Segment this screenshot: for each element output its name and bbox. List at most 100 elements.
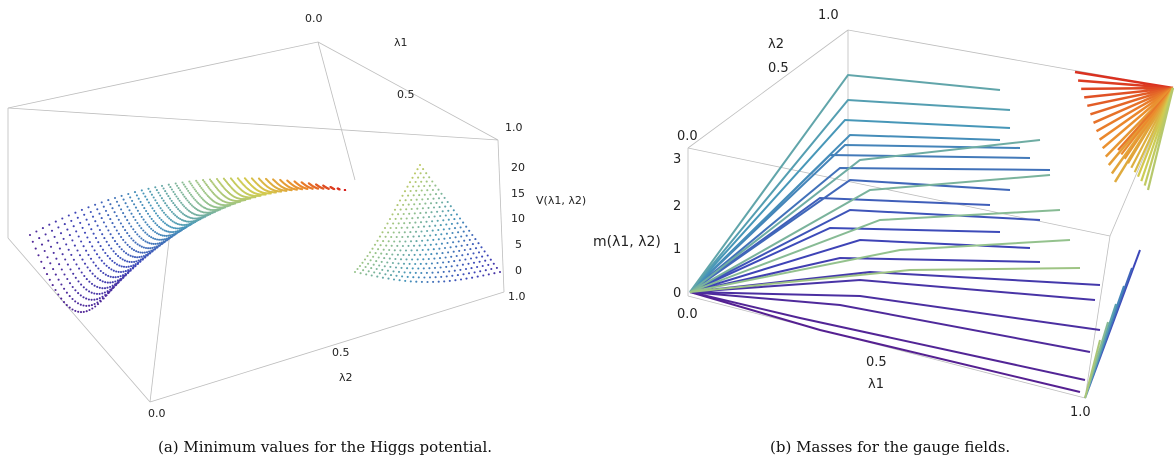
- a-surface-point-354: [128, 245, 131, 248]
- a-surface-point-174: [109, 281, 112, 284]
- a-surface-point-702: [204, 211, 207, 214]
- a-wedge-point-49: [373, 271, 376, 274]
- a-surface-point-326: [129, 254, 132, 257]
- a-surface-point-344: [107, 214, 110, 217]
- a-surface-point-33: [40, 243, 44, 246]
- a-wedge-point-181: [404, 249, 408, 252]
- a-surface-point-169: [96, 277, 99, 280]
- a-surface-point-778: [199, 185, 202, 188]
- a-wedge-point-124: [363, 258, 367, 261]
- b-corner-curve-4: [1087, 86, 1174, 108]
- a-wedge-point-96: [389, 265, 392, 268]
- a-wedge-point-177: [427, 248, 430, 251]
- a-wedge-point-259: [456, 222, 459, 225]
- a-wedge-point-317: [421, 207, 424, 210]
- a-surface-point-248: [80, 208, 83, 211]
- a-surface-point-535: [154, 212, 158, 215]
- a-wedge-point-136: [422, 258, 425, 261]
- b-bottom-curve-5: [1084, 339, 1101, 399]
- a-wedge-point-15: [415, 280, 418, 283]
- a-surface-point-355: [130, 247, 133, 250]
- a-surface-point-159: [71, 239, 74, 242]
- a-surface-point-158: [68, 234, 71, 237]
- a-wedge-point-355: [409, 189, 412, 193]
- a-surface-point-65: [49, 245, 53, 248]
- a-surface-point-55: [101, 297, 104, 300]
- a-surface-point-426: [160, 241, 163, 244]
- a-wedge-point-362: [406, 185, 409, 188]
- a-surface-point-131: [72, 258, 75, 261]
- a-surface-point-197: [94, 264, 97, 267]
- a-z-tick-5: 5: [515, 238, 522, 251]
- a-wedge-point-265: [422, 225, 426, 228]
- a-wedge-point-280: [419, 221, 423, 224]
- a-surface-point-441: [134, 218, 137, 222]
- a-surface-point-471: [138, 212, 141, 215]
- a-wedge-point-83: [461, 263, 464, 266]
- a-wedge-point-121: [380, 260, 383, 263]
- a-surface-point-11: [60, 297, 63, 300]
- a-surface-point-809: [205, 184, 208, 187]
- a-surface-point-592: [159, 194, 162, 197]
- a-surface-point-236: [119, 270, 123, 274]
- a-surface-point-207: [119, 275, 122, 278]
- a-wedge-point-328: [418, 202, 421, 206]
- a-surface-point-317: [109, 233, 112, 236]
- a-surface-point-724: [197, 201, 200, 205]
- a-wedge-point-243: [459, 226, 462, 229]
- a-wedge-point-227: [457, 231, 460, 234]
- a-z-tick-10: 10: [511, 212, 525, 225]
- a-wedge-point-194: [440, 242, 443, 245]
- a-wedge-point-288: [450, 213, 453, 216]
- a-surface-point-293: [119, 256, 122, 259]
- a-wedge-point-88: [433, 266, 437, 269]
- a-wedge-point-204: [385, 244, 388, 247]
- a-surface-point-110: [93, 292, 96, 295]
- a-wedge-point-76: [364, 265, 367, 269]
- a-surface-point-529: [144, 195, 147, 198]
- a-surface-point-258: [104, 251, 107, 255]
- a-surface-point-330: [138, 256, 141, 259]
- a-surface-point-684: [177, 187, 180, 190]
- a-wedge-point-342: [440, 192, 443, 195]
- a-wedge-point-5: [471, 276, 474, 279]
- a-surface-point-639: [191, 217, 194, 220]
- panel-a-box: [7, 41, 505, 403]
- a-wedge-point-3: [482, 274, 485, 277]
- a-surface-point-294: [121, 258, 124, 261]
- a-surface-point-519: [176, 230, 179, 233]
- a-surface-point-49: [85, 304, 88, 307]
- a-surface-point-394: [153, 246, 156, 249]
- a-wedge-point-199: [412, 244, 416, 247]
- b-z-tick-1: 1: [673, 242, 681, 257]
- a-wedge-point-44: [401, 275, 404, 278]
- a-surface-point-704: [207, 211, 210, 214]
- a-surface-point-52: [93, 302, 96, 306]
- a-surface-point-536: [156, 214, 159, 217]
- a-wedge-point-245: [448, 227, 451, 230]
- a-wedge-point-327: [424, 202, 427, 205]
- a-surface-point-384: [132, 239, 135, 242]
- a-surface-point-332: [142, 254, 145, 258]
- a-surface-point-604: [179, 217, 182, 221]
- a-surface-point-485: [165, 234, 168, 237]
- a-surface-point-489: [173, 233, 176, 236]
- a-surface-point-393: [151, 246, 154, 249]
- a-wedge-point-18: [398, 279, 401, 282]
- a-wedge-point-8: [454, 279, 457, 282]
- a-surface-point-157: [66, 228, 69, 231]
- a-wedge-point-0: [498, 270, 502, 274]
- a-surface-point-659: [180, 201, 183, 204]
- a-surface-point-290: [112, 250, 115, 253]
- a-surface-point-842: [214, 186, 217, 189]
- a-wedge-point-230: [440, 233, 443, 236]
- a-wedge-point-188: [474, 238, 477, 241]
- a-surface-point-54: [99, 299, 102, 302]
- a-surface-point-191: [80, 240, 83, 243]
- a-surface-point-775: [195, 179, 198, 182]
- a-surface-point-512: [163, 229, 166, 232]
- a-surface-point-255: [97, 241, 100, 244]
- a-wedge-point-365: [420, 180, 423, 183]
- a-wedge-point-13: [426, 280, 429, 284]
- a-wedge-point-244: [453, 227, 457, 230]
